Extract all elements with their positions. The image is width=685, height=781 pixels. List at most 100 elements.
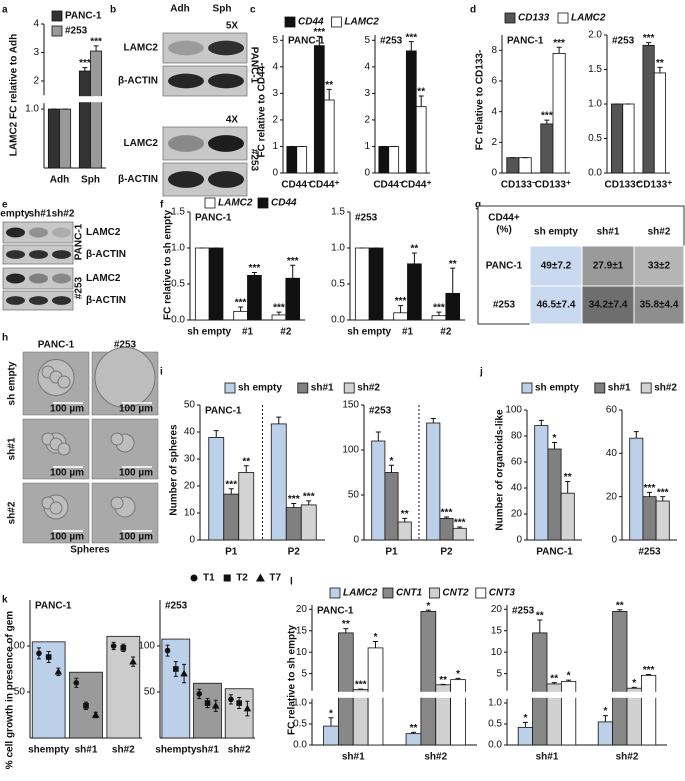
blot-band (52, 227, 71, 238)
bar (78, 70, 91, 169)
blot-label: β-ACTIN (86, 249, 126, 260)
significance: * (553, 433, 557, 444)
y-axis-label: FC relative to CD44- (257, 62, 268, 157)
bar (59, 108, 72, 169)
significance: * (603, 706, 607, 717)
significance: *** (225, 479, 237, 490)
y-tick-label: 3 (364, 88, 370, 99)
bar (612, 611, 628, 746)
y-tick-label: 20 (606, 491, 618, 502)
x-tick-label: CD44⁻ (373, 180, 404, 191)
bar (547, 448, 562, 541)
y-tick-label: 5 (272, 35, 278, 46)
y-tick-label: 1.0 (25, 104, 39, 115)
panel-letter: k (2, 595, 8, 606)
table-value: 49±7.2 (541, 261, 572, 272)
blot-cell: PANC-1 (248, 47, 259, 84)
blot-band (29, 250, 48, 259)
x-tick-label: sh#2 (112, 745, 135, 756)
panel-letter: j (479, 367, 483, 378)
blot-band (29, 296, 48, 305)
y-tick-label: 20 (296, 604, 308, 615)
y-tick-label: 4 (33, 19, 39, 30)
error-bar (93, 45, 99, 52)
significance: * (374, 632, 378, 643)
bar (368, 247, 384, 321)
x-tick-label: CD44⁺ (401, 180, 432, 191)
bar (540, 123, 554, 174)
y-tick-label: 1.5 (171, 207, 185, 218)
legend-swatch (594, 382, 606, 394)
legend-swatch (204, 197, 216, 209)
significance: ** (616, 600, 624, 611)
y-tick-label: 1.0 (488, 698, 502, 709)
error-bar (537, 619, 543, 633)
panel-letter: a (2, 5, 8, 16)
blot-band (29, 227, 48, 238)
x-tick-label: P1 (385, 547, 398, 558)
y-axis-label: FC relative to sh empty (287, 625, 298, 735)
axis-break (501, 691, 669, 698)
y-tick-label: 100 (8, 641, 25, 652)
y-tick-label: 4 (364, 61, 370, 72)
blot-column: Adh (170, 4, 189, 15)
legend-swatch (224, 382, 236, 394)
y-tick-label: 50 (348, 490, 360, 501)
bar (420, 611, 437, 746)
y-tick-label: 0 (272, 168, 278, 179)
image-column: #253 (114, 340, 137, 351)
marker (54, 667, 63, 675)
legend-label: CD44 (271, 198, 297, 209)
panel-letter: l (290, 577, 293, 588)
error-bar (657, 66, 663, 73)
significance: *** (235, 298, 247, 309)
y-axis-label: FC relative to CD133- (475, 50, 486, 151)
x-tick-label: Sph (81, 175, 100, 186)
y-tick-label: 2 (491, 137, 497, 148)
error-bar (455, 677, 461, 680)
y-tick-label: 0 (189, 535, 195, 546)
bar (388, 146, 400, 174)
y-tick-label: 0 (364, 168, 370, 179)
panel-letter: e (2, 200, 8, 211)
bar (271, 314, 287, 321)
x-tick-label: sh#2 (228, 745, 251, 756)
legend-swatch (257, 197, 269, 209)
bar (286, 146, 298, 174)
x-tick-label: #253 (638, 547, 661, 558)
image-row: sh empty (7, 361, 18, 405)
group-box (193, 682, 222, 739)
significance: *** (303, 491, 315, 502)
bar (352, 689, 369, 746)
error-bar (551, 682, 557, 684)
bar (378, 146, 390, 174)
significance: ** (536, 611, 544, 622)
table-cell (529, 285, 583, 325)
significance: * (567, 671, 571, 682)
significance: *** (441, 508, 453, 519)
error-bar (326, 88, 332, 101)
table-value: 33±2 (648, 261, 671, 272)
subplot-title: PANC-1 (205, 406, 242, 417)
scale-label: 100 µm (119, 468, 153, 479)
y-tick-label: 1.0 (588, 99, 602, 110)
x-tick-label: sh empty (347, 327, 391, 338)
significance: * (523, 713, 527, 724)
marker (73, 680, 80, 686)
x-tick-label: CD133⁻ (501, 180, 537, 191)
legend-swatch (51, 25, 63, 37)
bar (247, 274, 262, 321)
x-tick-label: CD44⁻ (281, 180, 312, 191)
significance: *** (405, 32, 417, 43)
x-tick-label: #1 (402, 327, 414, 338)
y-tick-label: 50 (144, 687, 156, 698)
legend-label: CNT2 (442, 588, 469, 599)
marker (180, 669, 188, 677)
marker (211, 702, 220, 709)
table-value: 27.9±1 (593, 261, 624, 272)
blot-label: β-ACTIN (118, 174, 158, 185)
bar (552, 53, 566, 174)
table-value: 34.2±7.4 (589, 300, 628, 311)
blot (2, 267, 74, 290)
y-tick-label: 0.5 (588, 133, 602, 144)
